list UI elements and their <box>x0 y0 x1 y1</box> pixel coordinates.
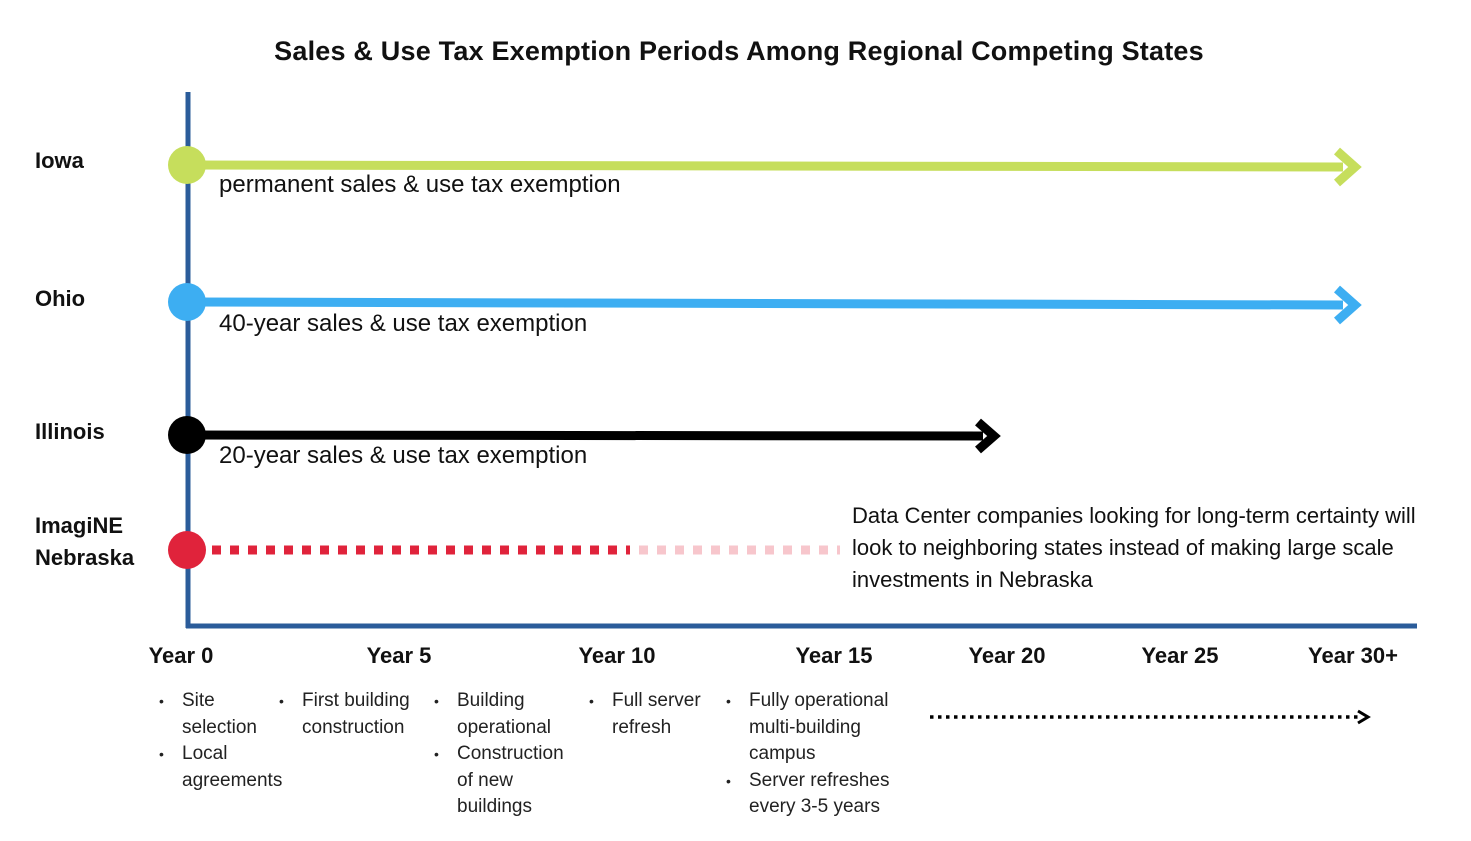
year-label-25: Year 25 <box>1141 643 1219 668</box>
dotted-arrow-right-icon <box>1357 709 1371 725</box>
year-label-30-plus: Year 30+ <box>1308 643 1398 668</box>
milestones-year-0: Site selection Local agreements <box>158 688 282 794</box>
illinois-exemption-label: 20-year sales & use tax exemption <box>219 442 588 469</box>
ohio-arrowhead <box>1334 285 1362 325</box>
milestones-year-10: Full server refresh <box>588 688 713 741</box>
state-label-illinois: Illinois <box>35 419 105 444</box>
iowa-arrowhead <box>1334 147 1362 187</box>
nebraska-note: Data Center companies looking for long-t… <box>852 503 1416 592</box>
year-label-15: Year 15 <box>795 643 873 668</box>
illinois-start-dot <box>168 416 206 454</box>
iowa-bar <box>187 160 1344 172</box>
milestone-item: Local agreements <box>158 741 282 794</box>
state-label-nebraska-line2: Nebraska <box>35 545 135 570</box>
state-label-ohio: Ohio <box>35 286 86 311</box>
iowa-start-dot <box>168 146 206 184</box>
diagram-title: Sales & Use Tax Exemption Periods Among … <box>274 36 1204 66</box>
milestones-year-2: First building construction <box>278 688 413 741</box>
state-label-nebraska-line1: ImagiNE <box>35 513 124 538</box>
milestones-year-5: Building operational Construction of new… <box>433 688 578 821</box>
year-label-0: Year 0 <box>148 643 214 668</box>
ohio-start-dot <box>168 283 206 321</box>
iowa-exemption-label: permanent sales & use tax exemption <box>219 171 621 198</box>
milestone-item: Fully operational multi-building campus <box>725 688 905 768</box>
illinois-arrowhead <box>975 418 1001 454</box>
illinois-bar <box>187 430 984 441</box>
state-label-iowa: Iowa <box>35 148 84 173</box>
milestone-item: Building operational <box>433 688 578 741</box>
state-label-nebraska: ImagiNE Nebraska <box>35 510 134 574</box>
milestones-year-15: Fully operational multi-building campus … <box>725 688 905 821</box>
nebraska-start-dot <box>168 531 206 569</box>
milestone-item: First building construction <box>278 688 413 741</box>
year-label-10: Year 10 <box>578 643 656 668</box>
year-label-20: Year 20 <box>968 643 1046 668</box>
milestone-item: Construction of new buildings <box>433 741 578 821</box>
ohio-bar <box>187 297 1344 310</box>
year-label-5: Year 5 <box>366 643 432 668</box>
milestone-item: Site selection <box>158 688 278 741</box>
milestone-item: Server refreshes every 3-5 years <box>725 768 905 821</box>
ohio-exemption-label: 40-year sales & use tax exemption <box>219 310 588 337</box>
milestone-item: Full server refresh <box>588 688 713 741</box>
